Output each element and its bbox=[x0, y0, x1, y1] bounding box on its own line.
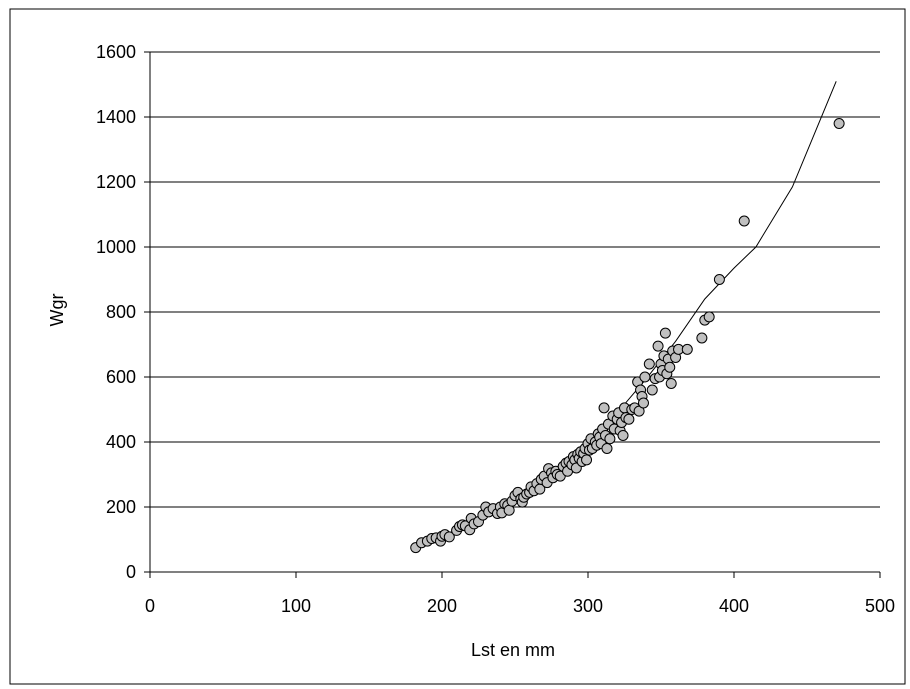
data-point bbox=[617, 430, 629, 441]
data-point bbox=[664, 361, 676, 373]
data-points bbox=[410, 118, 845, 554]
x-axis-label: Lst en mm bbox=[471, 640, 555, 660]
chart-border bbox=[9, 8, 906, 685]
axes bbox=[144, 51, 881, 578]
data-point bbox=[713, 274, 725, 285]
data-point bbox=[738, 215, 750, 227]
data-point bbox=[503, 504, 515, 516]
y-tick-label: 0 bbox=[126, 562, 136, 582]
tick-labels: 0 200 400 600 800 1000 1200 1400 1600 0 100 200 300 4… bbox=[96, 42, 895, 616]
y-tick-label: 200 bbox=[106, 497, 136, 517]
data-point bbox=[659, 327, 671, 339]
x-tick-label: 500 bbox=[865, 596, 895, 616]
y-axis-label: Wgr bbox=[47, 294, 67, 327]
data-point bbox=[665, 378, 677, 389]
y-tick-label: 800 bbox=[106, 302, 136, 322]
y-tick-label: 1200 bbox=[96, 172, 136, 192]
x-tick-label: 0 bbox=[145, 596, 155, 616]
data-point bbox=[604, 433, 616, 445]
x-tick-label: 300 bbox=[573, 596, 603, 616]
y-tick-label: 1400 bbox=[96, 107, 136, 127]
data-point bbox=[623, 413, 635, 425]
data-point bbox=[643, 358, 655, 370]
x-tick-label: 100 bbox=[281, 596, 311, 616]
data-point bbox=[703, 311, 715, 323]
data-point bbox=[637, 397, 649, 409]
x-tick-label: 200 bbox=[427, 596, 457, 616]
data-point bbox=[833, 118, 845, 129]
x-tick-label: 400 bbox=[719, 596, 749, 616]
data-point bbox=[598, 402, 610, 414]
y-tick-label: 1000 bbox=[96, 237, 136, 257]
y-tick-label: 1600 bbox=[96, 42, 136, 62]
data-point bbox=[443, 531, 455, 543]
data-point bbox=[696, 332, 708, 344]
data-point bbox=[681, 343, 693, 355]
y-tick-label: 400 bbox=[106, 432, 136, 452]
data-point bbox=[581, 454, 593, 466]
data-point bbox=[639, 371, 651, 383]
data-point bbox=[652, 340, 664, 352]
data-point bbox=[646, 384, 658, 396]
gridlines bbox=[150, 51, 880, 508]
y-tick-label: 600 bbox=[106, 367, 136, 387]
data-point bbox=[601, 443, 613, 454]
